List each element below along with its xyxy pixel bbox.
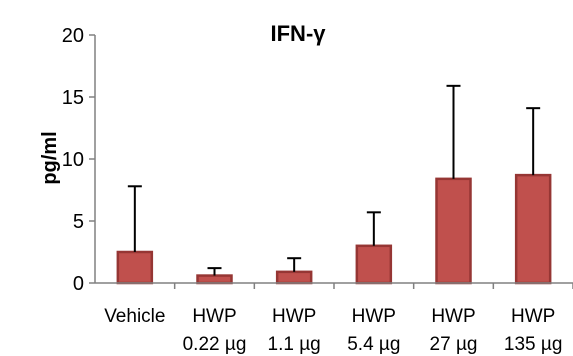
bar [435,177,472,285]
bar [275,270,313,285]
x-tick-label: 135 µg [504,334,563,355]
x-tick-label: 1.1 µg [268,334,321,355]
bar [355,244,393,285]
y-tick-label: 5 [73,211,84,233]
x-tick-label: HWP [352,306,396,327]
x-tick-label: 0.22 µg [183,334,247,355]
x-tick-label: HWP [192,306,236,327]
x-tick-label: Vehicle [104,306,165,327]
y-tick-label: 0 [73,273,84,295]
x-tick-label: HWP [431,306,475,327]
x-tick-label: 5.4 µg [347,334,400,355]
x-tick-label: HWP [272,306,316,327]
bar [116,250,154,285]
x-tick-label: 27 µg [430,334,478,355]
bar [514,173,552,285]
y-axis-label: pg/ml [39,131,61,184]
error-bars-group [127,84,573,289]
bars-group [116,173,552,285]
y-tick-label: 10 [62,149,84,171]
y-axis-ticks: 0 5 10 15 20 [62,25,95,295]
bar [196,274,233,285]
chart-title: IFN-γ [271,21,327,46]
x-tick-label: HWP [511,306,555,327]
y-tick-label: 20 [62,25,84,47]
y-tick-label: 15 [62,87,84,109]
x-axis-labels: Vehicle HWP 0.22 µg HWP 1.1 µg HWP 5.4 µg HWP 27… [104,306,562,355]
